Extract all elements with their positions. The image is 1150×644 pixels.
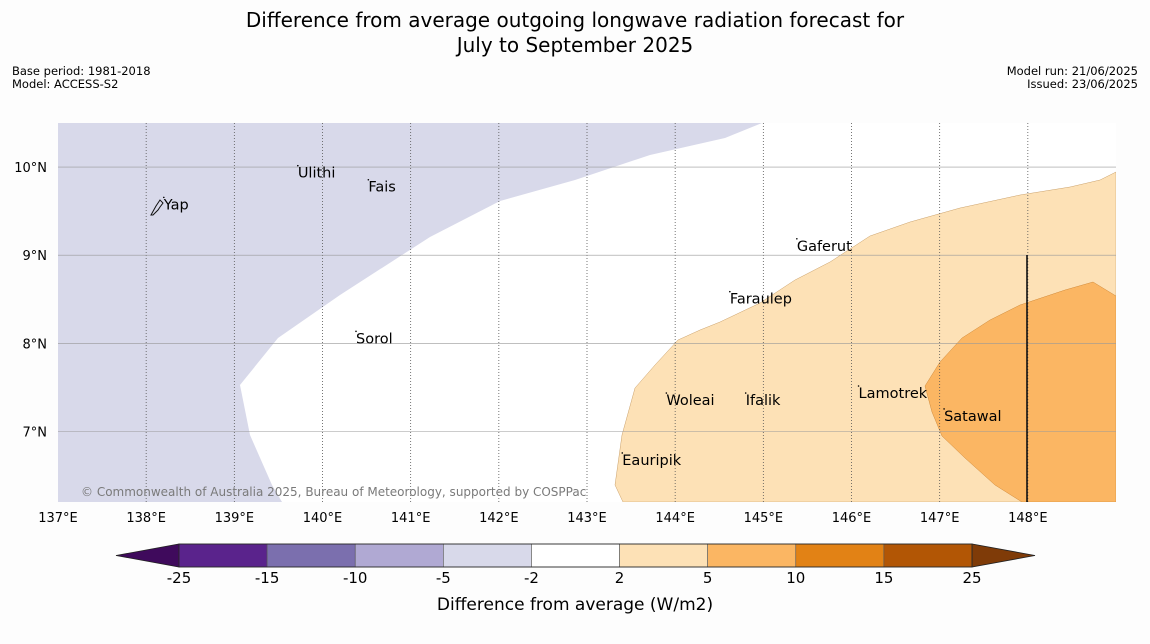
colorbar-tick-label: -15 [255, 569, 280, 587]
title-line-2: July to September 2025 [456, 33, 694, 57]
colorbar-segment [707, 543, 797, 568]
colorbar-tick-label: -5 [436, 569, 451, 587]
place-marker [665, 392, 668, 394]
model-run-text: Model run: 21/06/2025 [1006, 64, 1138, 78]
lon-tick-label: 146°E [832, 511, 872, 526]
place-labels: Yap Ulithi Fais Sorol Gaferut Faraulep Lamotre… [163, 164, 1002, 469]
base-period-info: Base period: 1981-2018 Model: ACCESS-S2 [12, 65, 151, 91]
lon-tick-label: 148°E [1008, 511, 1048, 526]
region-pos-medium [924, 281, 1116, 502]
place-marker [367, 178, 370, 181]
place-marker [163, 196, 165, 199]
place-label: Lamotrek [859, 386, 928, 402]
lon-tick-label: 139°E [215, 511, 255, 526]
place-label: Woleai [666, 393, 714, 409]
place-label: Satawal [944, 409, 1001, 425]
lon-tick-label: 142°E [479, 511, 519, 526]
colorbar-segment [619, 543, 708, 568]
colorbar-extend-high [971, 543, 1036, 568]
place-marker [943, 408, 945, 410]
colorbar-segment [266, 543, 356, 568]
colorbar-segment [443, 543, 532, 568]
lon-tick-label: 140°E [303, 511, 343, 526]
colorbar-tick-label: 15 [874, 569, 893, 587]
colorbar-tick-label: 5 [703, 569, 713, 587]
yap-island-shape [150, 199, 164, 216]
place-label: Eauripik [622, 453, 681, 469]
lat-tick-label: 9°N [23, 249, 48, 264]
colorbar-extend-low [115, 543, 180, 568]
place-label: Gaferut [797, 239, 852, 255]
lat-tick-label: 7°N [23, 425, 48, 440]
lon-tick-label: 144°E [655, 511, 695, 526]
place-label: Ulithi [298, 166, 336, 182]
colorbar-tick-label: -25 [167, 569, 192, 587]
place-marker [297, 164, 299, 167]
place-marker [744, 392, 747, 394]
lon-tick-label: 137°E [38, 511, 78, 526]
map-area: Yap Ulithi Fais Sorol Gaferut Faraulep Lamotre… [58, 123, 1116, 502]
lon-tick-label: 141°E [391, 511, 431, 526]
base-period-text: Base period: 1981-2018 [12, 64, 151, 78]
colorbar-segment [795, 543, 885, 568]
place-marker [729, 290, 731, 293]
colorbar-segment [178, 543, 268, 568]
colorbar-tick-label: -2 [524, 569, 539, 587]
model-run-info: Model run: 21/06/2025 Issued: 23/06/2025 [1007, 65, 1138, 91]
colorbar-segment [883, 543, 973, 568]
colorbar-tick-label: 25 [962, 569, 981, 587]
lon-tick-label: 138°E [126, 511, 166, 526]
lat-tick-label: 8°N [23, 337, 48, 352]
gridlines [58, 123, 1116, 502]
place-label: Yap [163, 197, 189, 213]
model-text: Model: ACCESS-S2 [12, 77, 119, 91]
colorbar-frame [178, 543, 973, 568]
colorbar-tick-label: -10 [343, 569, 368, 587]
place-marker [355, 330, 357, 333]
issued-text: Issued: 23/06/2025 [1027, 77, 1138, 91]
place-label: Fais [368, 180, 395, 196]
place-marker [621, 452, 624, 454]
copyright-text: © Commonwealth of Australia 2025, Bureau… [81, 485, 586, 499]
lon-tick-label: 145°E [744, 511, 784, 526]
colorbar-title: Difference from average (W/m2) [437, 595, 713, 615]
place-marker [857, 385, 860, 387]
place-label: Faraulep [730, 292, 792, 308]
place-label: Ifalik [746, 393, 781, 409]
region-neg-light [58, 123, 762, 502]
colorbar-segment [531, 543, 620, 568]
title-line-1: Difference from average outgoing longwav… [245, 8, 905, 32]
lon-tick-label: 147°E [920, 511, 960, 526]
lon-tick-label: 143°E [567, 511, 607, 526]
place-marker [796, 238, 798, 240]
chart-title: Difference from average outgoing longwav… [0, 8, 1150, 58]
axis-labels: 137°E 138°E 139°E 140°E 141°E 142°E 143°E 144°E… [14, 161, 1047, 526]
colorbar-segment [354, 543, 444, 568]
place-label: Sorol [356, 331, 393, 347]
lat-tick-label: 10°N [14, 161, 47, 176]
colorbar-tick-label: 10 [786, 569, 805, 587]
colorbar-tick-label: 2 [615, 569, 625, 587]
